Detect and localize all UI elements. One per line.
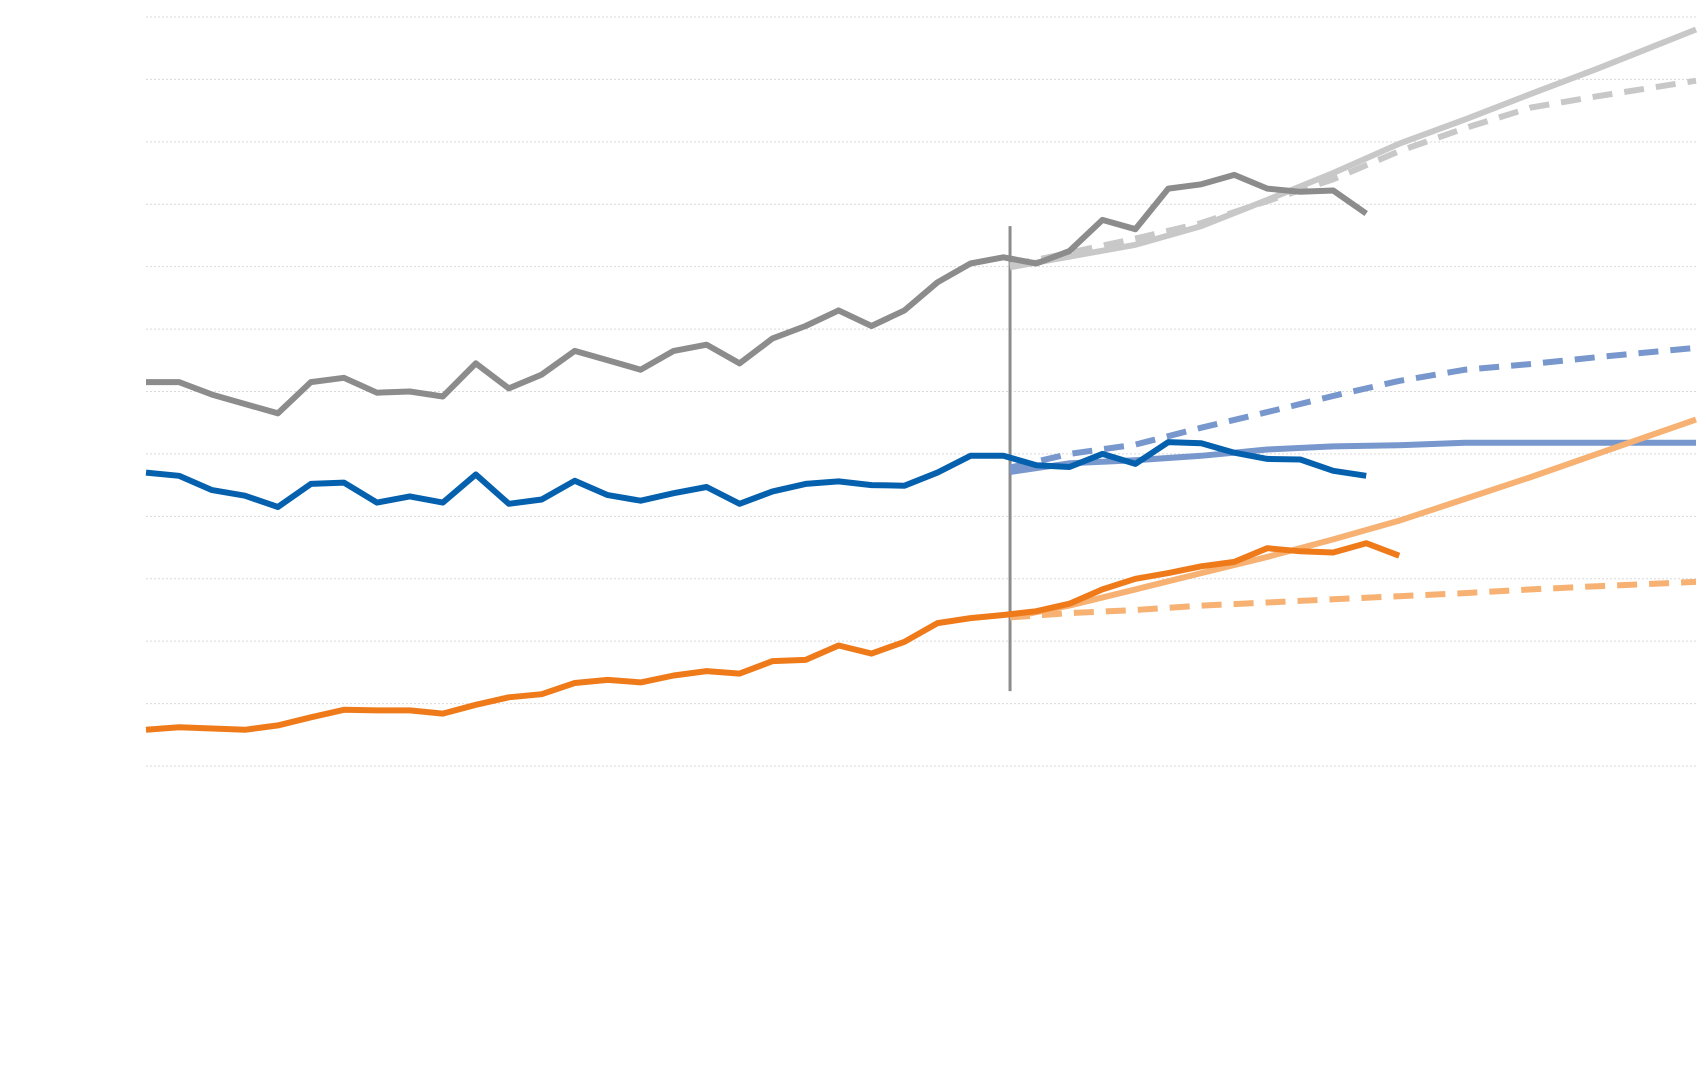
series-line-7 bbox=[1009, 416, 1697, 621]
series-line-4 bbox=[1009, 77, 1697, 269]
series-line-5 bbox=[1009, 439, 1696, 475]
series-line-1 bbox=[145, 439, 1367, 510]
series-line-3 bbox=[1009, 26, 1698, 271]
series-layer bbox=[145, 26, 1698, 733]
series-line-8 bbox=[1009, 578, 1697, 621]
series-line-6 bbox=[1009, 344, 1697, 471]
series-line-2 bbox=[145, 540, 1401, 733]
series-line-0 bbox=[146, 171, 1368, 417]
